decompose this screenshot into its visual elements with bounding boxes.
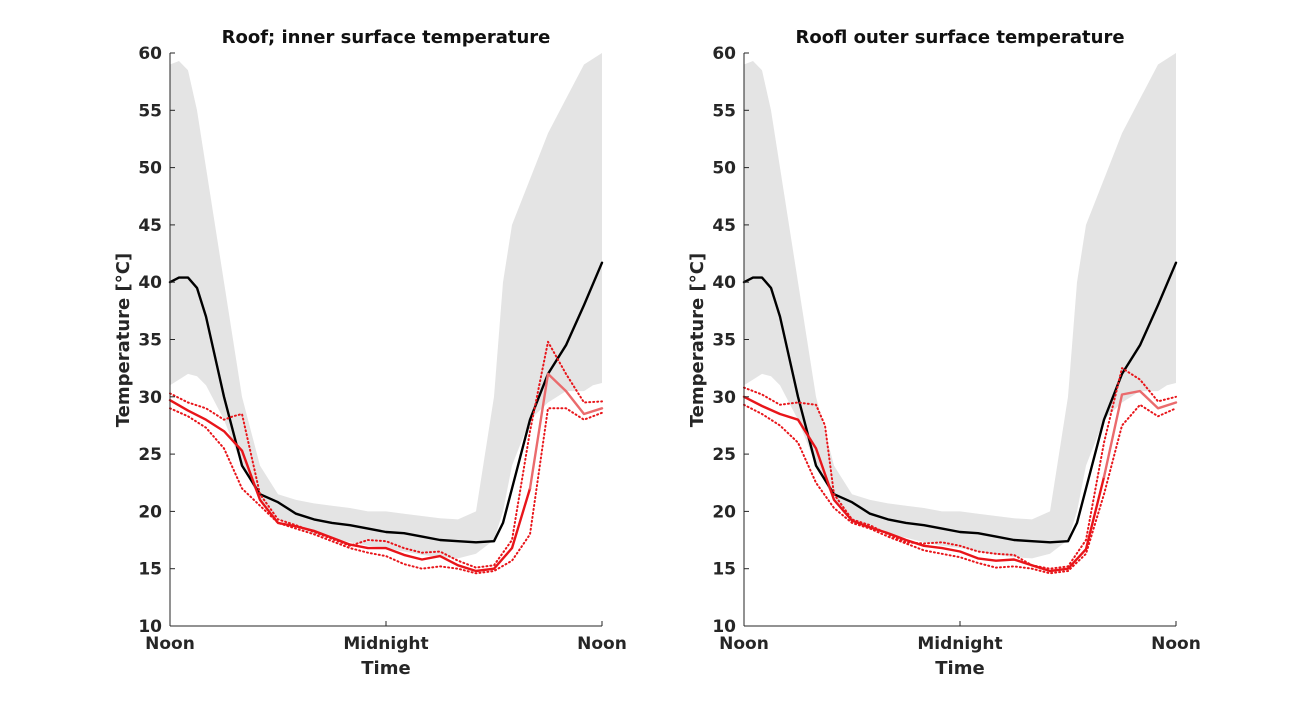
- x-axis-label: Time: [361, 658, 410, 679]
- chart-title: Roofl outer surface temperature: [795, 27, 1124, 48]
- y-tick-label: 35: [138, 331, 162, 351]
- y-tick-label: 45: [138, 216, 162, 236]
- series-line-red-solid-1: [742, 395, 1106, 573]
- y-tick-label: 15: [138, 560, 162, 580]
- x-axis-label: Time: [935, 658, 984, 679]
- y-tick-label: 25: [138, 445, 162, 465]
- series-line-red-dotted-3: [169, 340, 603, 569]
- x-tick-label: Noon: [719, 634, 769, 654]
- y-tick-label: 55: [712, 101, 736, 121]
- y-tick-label: 40: [712, 273, 736, 293]
- y-tick-label: 60: [138, 44, 162, 64]
- range-band: [170, 53, 602, 559]
- series-line-red_light-solid-2: [528, 372, 604, 490]
- y-axis-label: Temperature [°C]: [113, 253, 134, 427]
- y-tick-label: 50: [712, 159, 736, 179]
- series-line-black-solid-0: [742, 261, 1178, 544]
- y-tick-label: 60: [712, 44, 736, 64]
- y-axis-label: Temperature [°C]: [687, 253, 708, 427]
- y-tick-label: 10: [712, 617, 736, 637]
- y-tick-label: 35: [712, 331, 736, 351]
- chart-panel-inner-surface: Roof; inner surface temperature Time Tem…: [113, 27, 627, 679]
- chart-title: Roof; inner surface temperature: [222, 27, 551, 48]
- x-tick-label: Midnight: [343, 634, 428, 654]
- y-tick-label: 40: [138, 273, 162, 293]
- range-band: [744, 53, 1176, 559]
- y-tick-label: 30: [138, 388, 162, 408]
- x-tick-label: Noon: [577, 634, 627, 654]
- series-line-red-dotted-3: [743, 367, 1177, 570]
- x-tick-label: Noon: [1151, 634, 1201, 654]
- series-line-red-dotted-4: [743, 403, 1177, 575]
- y-tick-label: 10: [138, 617, 162, 637]
- y-tick-label: 50: [138, 159, 162, 179]
- series-line-red_light-solid-2: [1102, 389, 1178, 479]
- y-tick-label: 45: [712, 216, 736, 236]
- series-line-red-solid-1: [168, 399, 532, 573]
- chart-panel-outer-surface: Roofl outer surface temperature Time Tem…: [687, 27, 1201, 679]
- y-tick-label: 25: [712, 445, 736, 465]
- y-tick-label: 30: [712, 388, 736, 408]
- series-line-red-dotted-4: [169, 407, 603, 575]
- y-tick-label: 20: [712, 502, 736, 522]
- series-line-black-solid-0: [168, 261, 604, 544]
- y-tick-label: 15: [712, 560, 736, 580]
- y-tick-label: 55: [138, 101, 162, 121]
- x-tick-label: Midnight: [917, 634, 1002, 654]
- x-tick-label: Noon: [145, 634, 195, 654]
- y-tick-label: 20: [138, 502, 162, 522]
